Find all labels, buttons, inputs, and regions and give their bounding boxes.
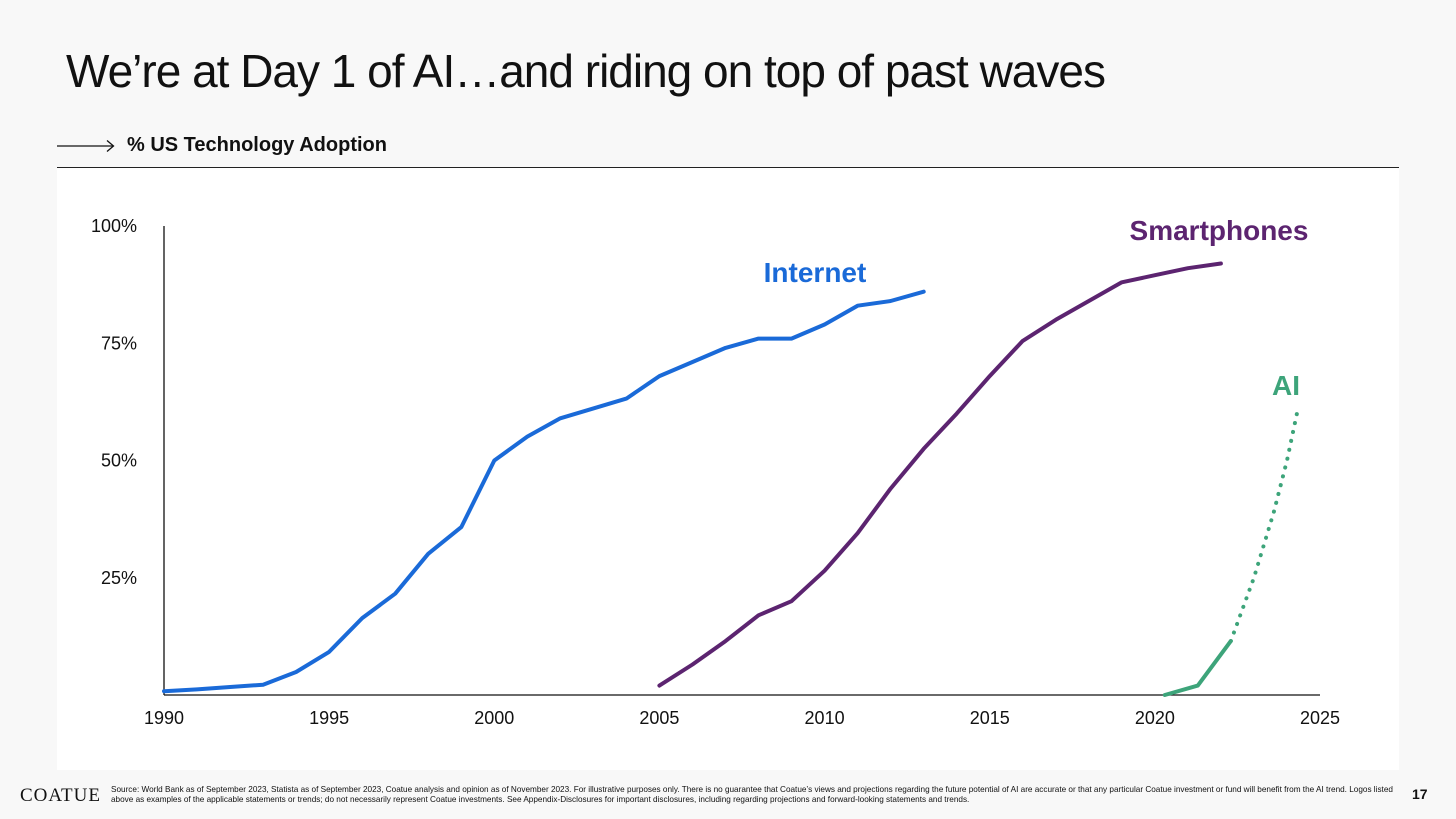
tick-labels: 1990 1995 2000 2005 2010 2015 2020 2025 25% 50% 75… [91, 216, 1340, 728]
x-tick-label: 1995 [309, 708, 349, 728]
series-label-internet: Internet [764, 257, 867, 288]
arrow-right-icon [57, 139, 115, 152]
x-tick-label: 2010 [805, 708, 845, 728]
series-line-ai [1162, 639, 1233, 697]
y-tick-label: 50% [101, 451, 137, 471]
series-line-ai-projection [1228, 411, 1299, 644]
x-tick-label: 2000 [474, 708, 514, 728]
series-labels: Internet Smartphones AI [764, 215, 1309, 401]
chart-subtitle: % US Technology Adoption [127, 134, 387, 156]
chart-axes [163, 226, 1320, 696]
coatue-logo: COATUE [20, 785, 101, 806]
y-tick-label: 100% [91, 216, 137, 236]
x-tick-label: 2025 [1300, 708, 1340, 728]
series-line-smartphones [657, 261, 1223, 688]
y-tick-label: 25% [101, 568, 137, 588]
subtitle-row: % US Technology Adoption [57, 134, 387, 157]
x-tick-label: 2020 [1135, 708, 1175, 728]
slide-title: We’re at Day 1 of AI…and riding on top o… [66, 45, 1106, 97]
source-footnote: Source: World Bank as of September 2023,… [111, 785, 1393, 804]
series-label-smartphones: Smartphones [1130, 215, 1309, 246]
series-line-internet [162, 289, 926, 694]
series-lines [162, 261, 1299, 697]
chart-background [57, 168, 1399, 770]
x-tick-label: 1990 [144, 708, 184, 728]
y-tick-label: 75% [101, 333, 137, 353]
x-tick-label: 2005 [639, 708, 679, 728]
series-label-ai: AI [1272, 370, 1300, 401]
page-number: 17 [1412, 786, 1428, 802]
header-divider [57, 167, 1399, 168]
x-tick-label: 2015 [970, 708, 1010, 728]
